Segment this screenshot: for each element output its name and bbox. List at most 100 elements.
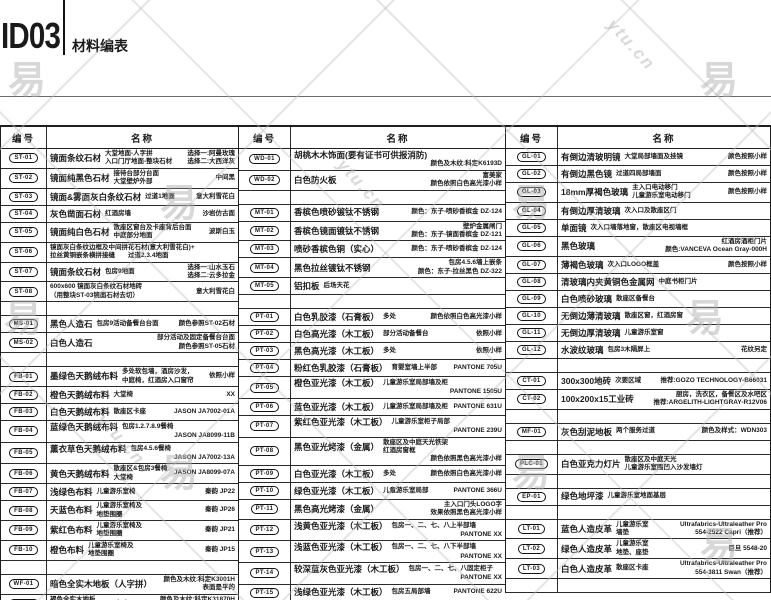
col-header-code: 编号 [1, 127, 47, 148]
material-spec: 颜色及样式：WDN303 [701, 427, 767, 435]
table-row-ms-02: MS-02 白色人造石 部分活动及固定备餐台台面 颜色参照ST-05石材 [1, 333, 238, 354]
material-location: 主入口电动移门 儿童游乐室电动移门 [632, 184, 691, 200]
material-location: 儿童游乐室局部墙及柜 [383, 379, 449, 387]
material-code-badge: PT-02 [250, 329, 279, 340]
material-spec: 选择一:阿曼玫瑰 选择二:大西洋灰 [187, 150, 235, 166]
material-location: 包房3木隔屏上 [607, 345, 651, 353]
material-name: 水波纹玻璃 [561, 344, 604, 355]
material-name: 灰色凿面石材 [50, 208, 102, 219]
table-row-st-03: ST-03 镜面&雾面灰白条纹石材 过道1地面 意大利雪花白 [1, 188, 238, 206]
material-code-badge: MT-02 [249, 225, 279, 236]
material-name: 橙色天鹅绒布料 [50, 389, 110, 400]
material-spec: 颜色依照黑色高光漆小样 [430, 455, 503, 463]
material-spec: 花纹另定 [741, 345, 767, 353]
material-name: 粉红色乳胶漆（石膏板） [294, 363, 388, 374]
material-location: 散座区及中庭天光 儿童游乐室围凹入沙发墙灯 [624, 455, 703, 472]
material-code-badge: GL-01 [516, 152, 546, 162]
material-code-badge: LT-01 [517, 523, 546, 534]
material-name: 单面镜 [561, 222, 587, 233]
material-name: 喷砂香槟色铜（实心） [294, 244, 380, 255]
table-row-mt-04: MT-04 黑色拉丝镀钛不锈钢 包房4.5.6墙上嵌条 颜色：东子-拉丝黑色 DZ-… [239, 258, 505, 279]
material-code-badge: GL-08 [516, 276, 546, 287]
material-code-badge: PLC-01 [514, 459, 549, 470]
material-code-badge: FB-10 [9, 545, 38, 556]
material-code-badge: LT-03 [517, 563, 546, 574]
table-row-empty [506, 474, 770, 489]
material-code-badge: PT-01 [250, 312, 279, 323]
material-name: 白色防火板 [294, 174, 337, 185]
table-row-wd-01: WD-01 胡桃木木饰面(要有证书可供报消防) 颜色及木纹:科定K6193D [239, 149, 505, 171]
material-location: 过道四局部墙面 [616, 169, 662, 177]
material-spec: 中间黑 [215, 174, 236, 182]
material-name: 黑色玻璃 [561, 241, 596, 252]
material-spec: 秦韵 JP21 [205, 526, 235, 534]
table-row-ct-01: CT-01 300x300地砖 次要区域 推荐:GOZO TECHNOLOGY-B66… [506, 372, 770, 390]
table-row-st-01: ST-01 镜面条纹石材 大堂地面-人字拼 入口门厅地面-整块石材 选择一:阿曼玫瑰 … [1, 149, 238, 169]
material-location: 儿童游乐室局部墙及柜 [383, 402, 449, 410]
watermark-text: ytu.cn [603, 15, 660, 75]
col-header-code: 编号 [506, 127, 558, 148]
material-spec: 颜色依照白色高光漆小样 [430, 469, 503, 477]
table-row-lt-03: LT-03 白色人造皮革 散座区卡座 Ultrafabrics-Ultraleathe… [506, 559, 770, 580]
table-row-pt-15: PT-15 浅绿色亚光漆（木工板） 包房五局部墙 PANTONE 622U [239, 584, 505, 600]
material-spec: 选择一:山水玉石 选择二:云多拉金 [187, 263, 235, 279]
material-name: 香槟色镜面镀钛不锈钢 [294, 225, 380, 236]
material-spec: PANTONE 366U [453, 486, 502, 494]
table-row-wf-01: WF-01 暗色全实木地板（人字拼） 颜色及木纹:科定K3001H 表面是平的 [1, 574, 238, 595]
material-code-badge: PT-08 [250, 446, 279, 457]
material-name: 橙色布料 [50, 545, 85, 556]
material-code-badge: ST-01 [9, 153, 38, 164]
material-location: 包房4.5.6餐椅 [130, 444, 171, 452]
material-name: 褐色全实木地板 拼法参照包房5效果图 [50, 595, 96, 600]
material-location: 多处 [383, 313, 397, 321]
material-spec: JASON JA8099-11B [174, 432, 235, 440]
material-code-badge: GL-04 [516, 205, 546, 216]
material-location: 两个服务过道 [616, 427, 656, 435]
material-code-badge: MT-04 [249, 262, 279, 273]
material-name: 浅蓝色亚光漆（木工板） [294, 542, 388, 553]
table-group-2: 编号 名称 WD-01 胡桃木木饰面(要有证书可供报消防) 颜色及木纹:科定K6193D… [238, 127, 505, 600]
material-name: 暗色全实木地板（人字拼） [50, 579, 153, 590]
table-row-gl-05: GL-05 单面镜 次入口墙落地窗，散座区电视墙框 [506, 219, 770, 237]
table-row-lt-02: LT-02 绿色人造皮革 儿童游乐室 地垫、座垫 巨旦 5548-20 [506, 539, 770, 560]
material-name: 有倒边黑色镜 [561, 168, 613, 179]
material-location: 包房9活动备餐台台面 [96, 320, 159, 328]
table-row-ep-01: EP-01 绿色地坪漆 儿童游乐室地面基层 [506, 488, 770, 506]
material-code-badge: MF-01 [516, 426, 547, 437]
table-row-fb-03: FB-03 白色天鹅绒布料 散座区卡座 JASON JA7002-01A [1, 404, 238, 421]
table-header-row: 编号 名称 [506, 127, 770, 149]
watermark-glyph: 易 [8, 60, 47, 102]
material-name: 白色天鹅绒布料 [50, 406, 110, 417]
material-name: 白色喷砂玻璃 [561, 293, 613, 304]
material-spec: 波斯白玉 [209, 227, 235, 235]
material-location: 包房一、二、七、八上半部墙 [391, 521, 477, 529]
material-name: 薄褐色玻璃 [561, 259, 604, 270]
table-row-st-08: ST-08 600x600 镜面灰白条纹石材地砖 （用整块ST-03镜面石材去切）… [1, 282, 238, 303]
material-name: 蓝绿色天鹅绒布料 [50, 422, 119, 432]
material-code-badge: GL-02 [516, 169, 546, 179]
material-code-badge: FB-06 [9, 468, 38, 479]
material-name: 镜面灰白条纹边框及中间拼花石材(意大利雪花白)+ 拉丝黄铜嵌条横拼接缝 过道2.… [50, 243, 195, 260]
material-spec: Ultrafabrics-Ultraleather Pro 554-3811 S… [679, 560, 767, 576]
material-name: 黑色人造石 [50, 319, 93, 330]
table-group-1: 编号 名称 ST-01 镜面条纹石材 大堂地面-人字拼 入口门厅地面-整块石材 选择一:阿… [0, 127, 238, 600]
table-row-empty [1, 302, 238, 317]
material-spec: 颜色：东子-喷砂香槟金 DZ-124 [411, 208, 502, 216]
table-row-empty [506, 440, 770, 455]
material-code-badge: PT-03 [250, 346, 279, 357]
table-row-empty [506, 579, 770, 594]
table-row-empty [239, 295, 505, 310]
material-name: 600x600 镜面灰白条纹石材地砖 （用整块ST-03镜面石材去切） [50, 283, 143, 299]
material-code-badge: FB-04 [9, 426, 38, 437]
material-location: 接待台部分台面 大堂壁炉外部 [113, 169, 160, 186]
table-row-lt-01: LT-01 蓝色人造皮革 儿童游乐室 墙垫 Ultrafabrics-Ultralea… [506, 519, 770, 540]
material-location: 包房五局部墙 [391, 588, 431, 596]
material-name: 紫红色亚光漆（木工板） [294, 416, 388, 427]
material-location: 大堂局部墙面及挂镜 [624, 152, 684, 160]
table-row-fb-01: FB-01 墨绿色天鹅绒布料 多处软包墙，酒房沙发， 中庭椅，红酒房入口窗帘 依照小样 [1, 367, 238, 387]
material-code-badge: CT-02 [517, 394, 546, 405]
table-row-gl-07: GL-07 薄褐色玻璃 次入口LOGO框盖 颜色按照小样 [506, 256, 770, 274]
table-row-pt-12: PT-12 浅黄色亚光漆（木工板） 包房一、二、七、八上半部墙 PANTONE XX [239, 519, 505, 542]
table-row-wf-02: WF-02褐色全实木地板 拼法参照包房5效果图包房4.5.6颜色及木纹:科定K3… [1, 594, 238, 600]
material-location: 过道1地面 [145, 192, 175, 200]
